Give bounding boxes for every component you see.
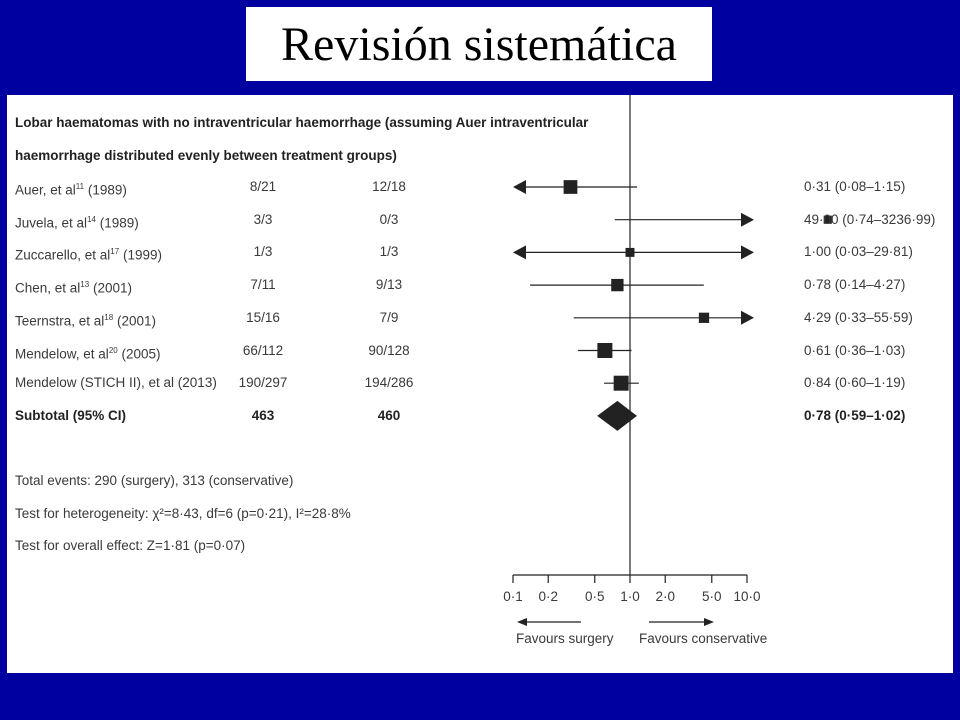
study-year: (2001)	[113, 313, 156, 329]
footer-total-events: Total events: 290 (surgery), 313 (conser…	[15, 473, 294, 488]
surgery-events: 7/11	[250, 277, 276, 293]
forest-plot-graphic	[512, 95, 832, 626]
conservative-events: 90/128	[368, 342, 410, 358]
study-name: Teernstra, et al18 (2001)	[15, 310, 156, 330]
study-name: Auer, et al11 (1989)	[15, 179, 127, 199]
odds-ratio-ci: 0·31 (0·08–1·15)	[804, 179, 906, 194]
point-estimate	[613, 375, 629, 391]
conservative-events: 0/3	[379, 211, 399, 227]
point-estimate	[563, 180, 578, 194]
study-name: Zuccarello, et al17 (1999)	[15, 244, 162, 264]
point-estimate	[698, 312, 710, 323]
study-reference: 11	[75, 182, 85, 191]
study-year: (2001)	[89, 280, 132, 296]
slide-title-box: Revisión sistemática	[246, 7, 712, 81]
conservative-events: 7/9	[379, 309, 399, 325]
study-name: Mendelow, et al20 (2005)	[15, 343, 161, 363]
favours-conservative-arrowhead	[704, 618, 714, 626]
odds-ratio-ci: 49·00 (0·74–3236·99)	[804, 211, 936, 227]
study-reference: 14	[87, 214, 96, 224]
ci-arrow-right	[741, 245, 754, 260]
ci-arrow-left	[513, 180, 526, 194]
odds-ratio-ci: 1·00 (0·03–29·81)	[804, 244, 913, 260]
study-author: Auer, et al	[15, 182, 76, 198]
study-author: Juvela, et al	[15, 215, 88, 231]
conservative-events: 9/13	[375, 277, 403, 293]
point-estimate	[597, 343, 613, 358]
study-year: (1999)	[119, 247, 162, 263]
point-estimate	[611, 278, 624, 292]
x-tick-label: 0·1	[503, 589, 523, 604]
favours-conservative-label: Favours conservative	[639, 631, 768, 646]
study-reference: 13	[80, 280, 90, 290]
ci-arrow-right	[741, 212, 754, 227]
x-tick-label: 0·2	[538, 589, 558, 604]
odds-ratio-ci: 0·78 (0·14–4·27)	[804, 277, 906, 293]
surgery-events: 15/16	[246, 309, 280, 325]
conservative-events: 1/3	[379, 244, 399, 260]
study-name: Juvela, et al14 (1989)	[15, 212, 139, 232]
study-reference: 18	[104, 312, 114, 322]
favours-surgery-label: Favours surgery	[516, 631, 614, 646]
study-author: Zuccarello, et al	[15, 247, 111, 263]
conservative-events: 12/18	[372, 179, 406, 194]
surgery-events: 1/3	[253, 244, 273, 260]
odds-ratio-ci: 0·84 (0·60–1·19)	[804, 375, 906, 391]
slide-title: Revisión sistemática	[281, 17, 677, 71]
study-author: Teernstra, et al	[15, 313, 105, 329]
header-line-2: haemorrhage distributed evenly between t…	[15, 148, 397, 163]
point-estimate	[625, 247, 635, 257]
point-estimate	[823, 215, 832, 224]
study-author: Mendelow (STICH II), et al (2013)	[15, 375, 217, 391]
header-line-1: Lobar haematomas with no intraventricula…	[15, 115, 589, 130]
x-tick-label: 1·0	[620, 589, 640, 604]
favours-surgery-arrowhead	[517, 618, 527, 626]
subtotal-diamond	[597, 400, 638, 431]
subtotal-conservative: 460	[377, 407, 401, 423]
surgery-events: 190/297	[238, 375, 288, 391]
odds-ratio-ci: 4·29 (0·33–55·59)	[804, 309, 913, 325]
study-name: Chen, et al13 (2001)	[15, 277, 132, 297]
x-tick-label: 2·0	[655, 589, 675, 604]
surgery-events: 3/3	[253, 211, 273, 227]
study-name: Mendelow (STICH II), et al (2013)	[15, 375, 217, 391]
surgery-events: 66/112	[242, 342, 284, 358]
x-tick-label: 10·0	[733, 589, 761, 604]
forest-plot-panel: Lobar haematomas with no intraventricula…	[7, 95, 953, 673]
study-author: Mendelow, et al	[15, 346, 109, 361]
study-author: Chen, et al	[15, 280, 81, 296]
footer-overall-effect: Test for overall effect: Z=1·81 (p=0·07)	[15, 538, 246, 553]
ci-arrow-right	[741, 310, 754, 325]
study-year: (1989)	[84, 182, 127, 198]
study-reference: 20	[108, 345, 118, 355]
study-year: (1989)	[95, 215, 139, 231]
surgery-events: 8/21	[249, 179, 277, 194]
subtotal-odds-ratio: 0·78 (0·59–1·02)	[804, 407, 906, 423]
x-tick-label: 0·5	[585, 589, 605, 604]
x-tick-label: 5·0	[702, 589, 722, 604]
study-reference: 17	[110, 247, 120, 257]
conservative-events: 194/286	[364, 375, 414, 391]
subtotal-surgery: 463	[251, 407, 275, 423]
subtotal-label: Subtotal (95% CI)	[15, 407, 127, 423]
odds-ratio-ci: 0·61 (0·36–1·03)	[804, 342, 906, 358]
study-year: (2005)	[117, 346, 161, 361]
ci-arrow-left	[513, 245, 526, 260]
footer-heterogeneity: Test for heterogeneity: χ²=8·43, df=6 (p…	[15, 506, 351, 521]
